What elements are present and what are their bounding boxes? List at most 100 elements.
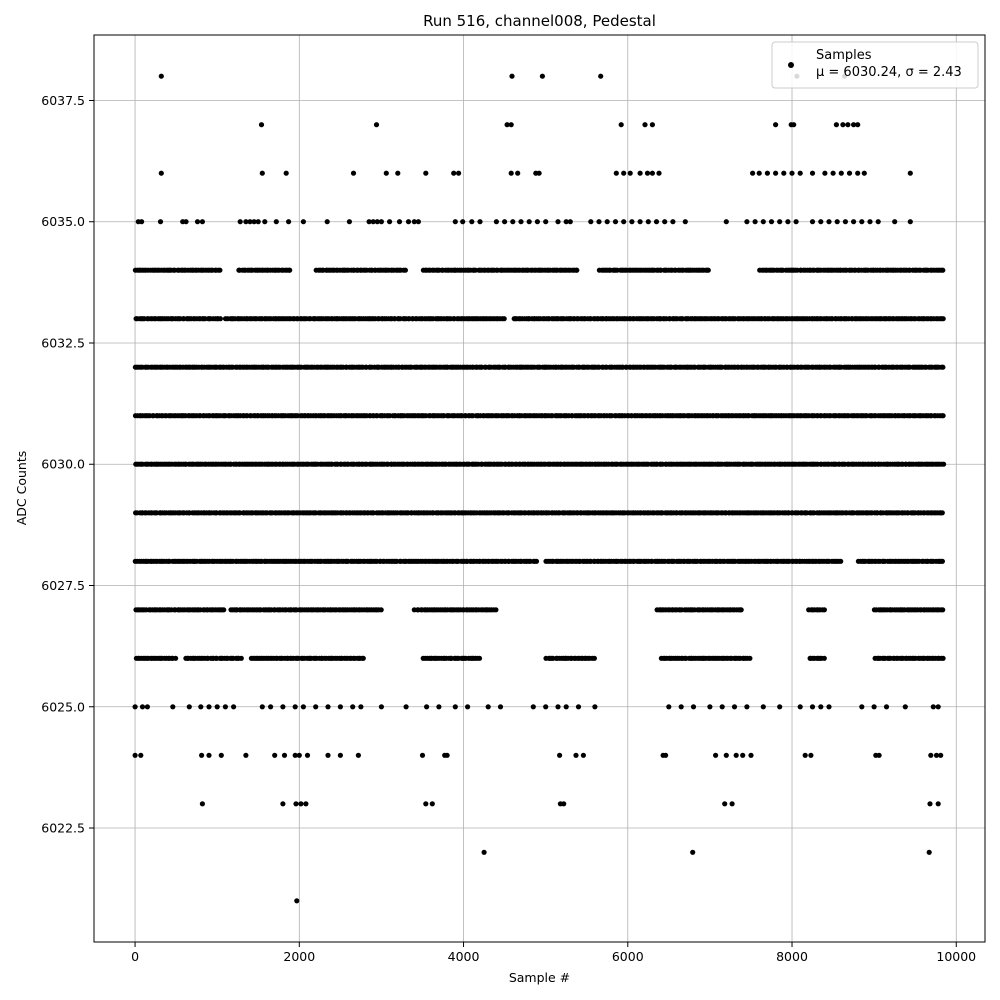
- sample-point: [283, 170, 289, 176]
- sample-point: [618, 122, 624, 128]
- sample-point: [396, 219, 403, 225]
- sample-point: [859, 219, 865, 225]
- sample-point: [846, 170, 853, 176]
- sample-point: [760, 219, 766, 225]
- sample-point: [738, 607, 744, 613]
- sample-point: [940, 413, 946, 419]
- sample-point: [821, 655, 827, 661]
- sample-point: [515, 170, 521, 176]
- y-tick-label: 6030.0: [41, 457, 85, 472]
- sample-point: [621, 219, 627, 225]
- sample-point: [217, 316, 223, 322]
- sample-point: [258, 122, 265, 128]
- y-tick-label: 6022.5: [41, 821, 85, 836]
- sample-point: [358, 704, 364, 710]
- sample-point: [501, 316, 507, 322]
- sample-point: [533, 558, 540, 564]
- sample-point: [826, 219, 832, 225]
- sample-point: [481, 849, 487, 855]
- sample-point: [567, 219, 573, 225]
- sample-point: [206, 752, 212, 758]
- sample-point: [834, 219, 840, 225]
- sample-point: [722, 801, 728, 807]
- sample-point: [378, 219, 384, 225]
- sample-point: [574, 267, 580, 273]
- sample-point: [876, 752, 882, 758]
- sample-point: [851, 219, 857, 225]
- sample-point: [927, 801, 933, 807]
- sample-point: [403, 704, 409, 710]
- sample-point: [383, 170, 389, 176]
- sample-point: [509, 73, 515, 79]
- sample-point: [867, 219, 873, 225]
- sample-point: [469, 219, 475, 225]
- sample-point: [928, 752, 934, 758]
- sample-point: [281, 752, 288, 758]
- sample-point: [477, 219, 483, 225]
- sample-point: [644, 170, 651, 176]
- sample-point: [378, 607, 384, 613]
- sample-point: [460, 219, 466, 225]
- sample-point: [939, 510, 945, 516]
- sample-point: [690, 849, 696, 855]
- y-axis: 6022.5 6025.0 6027.5 6030.0 6032.5 6035.0 6037…: [41, 93, 94, 836]
- sample-point: [199, 219, 205, 225]
- sample-point: [247, 219, 253, 225]
- sample-point: [313, 704, 319, 710]
- sample-point: [350, 704, 356, 710]
- sample-point: [656, 170, 662, 176]
- sample-point: [268, 704, 274, 710]
- sample-point: [325, 704, 331, 710]
- sample-point: [139, 219, 145, 225]
- sample-point: [756, 170, 762, 176]
- sample-point: [214, 704, 220, 710]
- sample-point: [731, 704, 738, 710]
- sample-point: [670, 219, 676, 225]
- sample-point: [591, 655, 598, 661]
- sample-point: [750, 170, 756, 176]
- sample-point: [543, 704, 549, 710]
- sample-point: [296, 752, 302, 758]
- sample-point: [940, 364, 946, 370]
- sample-point: [502, 219, 508, 225]
- sample-point: [935, 704, 941, 710]
- sample-point: [423, 801, 429, 807]
- sample-point: [526, 219, 532, 225]
- sample-point: [518, 219, 524, 225]
- sample-point: [243, 752, 249, 758]
- sample-point: [705, 267, 711, 273]
- sample-point: [563, 704, 569, 710]
- sample-point: [682, 219, 688, 225]
- sample-point: [303, 801, 309, 807]
- sample-point: [907, 170, 913, 176]
- sample-point: [744, 704, 750, 710]
- sample-point: [508, 170, 514, 176]
- sample-point: [662, 219, 668, 225]
- sample-point: [802, 752, 808, 758]
- sample-point: [374, 219, 380, 225]
- sample-point: [423, 170, 429, 176]
- sample-point: [818, 219, 824, 225]
- sample-point: [373, 122, 380, 128]
- sample-point: [573, 752, 579, 758]
- sample-point: [424, 704, 430, 710]
- sample-point: [452, 704, 458, 710]
- sample-point: [935, 801, 941, 807]
- sample-point: [292, 704, 298, 710]
- sample-point: [793, 219, 799, 225]
- sample-point: [760, 704, 766, 710]
- sample-point: [719, 704, 725, 710]
- sample-point: [859, 704, 865, 710]
- sample-point: [642, 122, 648, 128]
- sample-point: [723, 219, 729, 225]
- sample-point: [826, 704, 832, 710]
- sample-point: [748, 752, 754, 758]
- sample-point: [740, 752, 746, 758]
- sample-point: [855, 170, 861, 176]
- sample-point: [855, 122, 861, 128]
- sample-point: [777, 219, 783, 225]
- sample-point: [292, 752, 298, 758]
- sample-point: [744, 219, 750, 225]
- sample-point: [350, 170, 357, 176]
- sample-point: [300, 704, 306, 710]
